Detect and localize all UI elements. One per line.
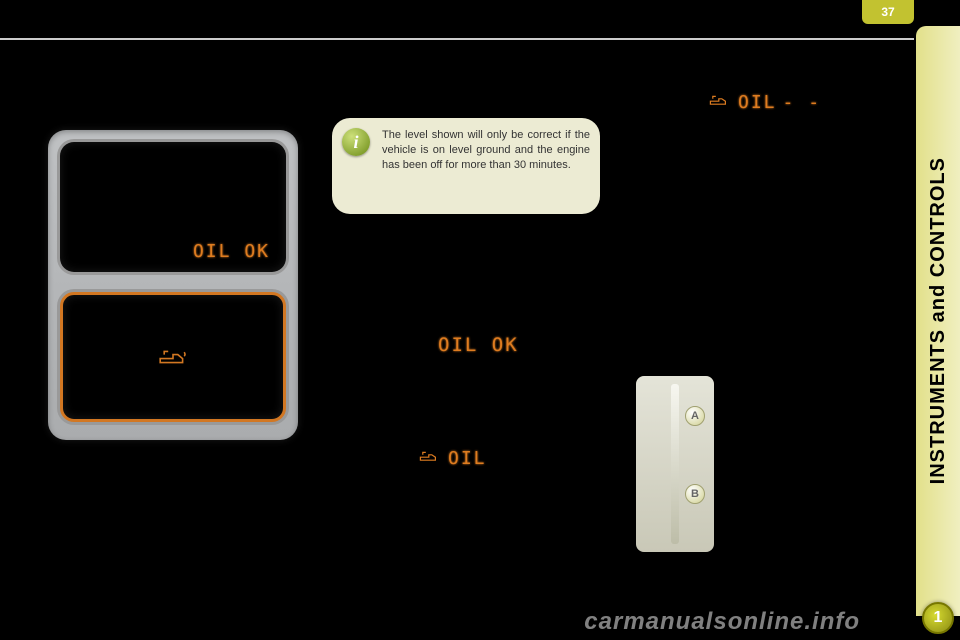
page-number: 37 bbox=[881, 5, 894, 19]
dipstick-mark-b: B bbox=[685, 484, 705, 504]
info-callout: i The level shown will only be correct i… bbox=[332, 118, 600, 214]
chapter-number: 1 bbox=[934, 609, 943, 627]
dipstick-rod: A B bbox=[671, 384, 679, 544]
dipstick-figure: A B bbox=[636, 376, 714, 552]
dipstick-label-a: A bbox=[691, 410, 699, 422]
oil-can-tiny-icon bbox=[708, 92, 732, 113]
page-number-tab: 37 bbox=[862, 0, 914, 24]
oil-ok-text: OIL OK bbox=[438, 334, 519, 356]
info-callout-text: The level shown will only be correct if … bbox=[382, 129, 590, 171]
trip-computer-screen: OIL OK bbox=[60, 142, 286, 272]
chapter-badge: 1 bbox=[922, 602, 954, 634]
oil-can-small-icon bbox=[418, 448, 442, 469]
dipstick-mark-a: A bbox=[685, 406, 705, 426]
oil-warning-indicator: OIL bbox=[418, 448, 487, 469]
section-sidebar: INSTRUMENTS and CONTROLS bbox=[916, 26, 960, 616]
oil-gauge-error-indicator: OIL - - bbox=[708, 92, 821, 113]
multifunction-alert-screen bbox=[60, 292, 286, 422]
oil-ok-indicator: OIL OK bbox=[438, 334, 519, 356]
oil-gauge-prefix: OIL bbox=[738, 92, 777, 113]
dipstick-label-b: B bbox=[691, 488, 699, 500]
info-icon: i bbox=[342, 128, 370, 156]
section-title: INSTRUMENTS and CONTROLS bbox=[927, 157, 950, 484]
screen-oil-ok-text: OIL OK bbox=[193, 241, 270, 262]
top-divider bbox=[0, 38, 914, 40]
oil-can-icon bbox=[157, 346, 189, 368]
page-root: 37 INSTRUMENTS and CONTROLS 1 OIL OK i T… bbox=[0, 0, 960, 640]
instrument-cluster-figure: OIL OK bbox=[48, 130, 298, 440]
oil-gauge-value: - - bbox=[783, 92, 822, 113]
oil-warning-text: OIL bbox=[448, 448, 487, 469]
info-icon-label: i bbox=[353, 130, 358, 154]
watermark-text: carmanualsonline.info bbox=[584, 608, 860, 636]
